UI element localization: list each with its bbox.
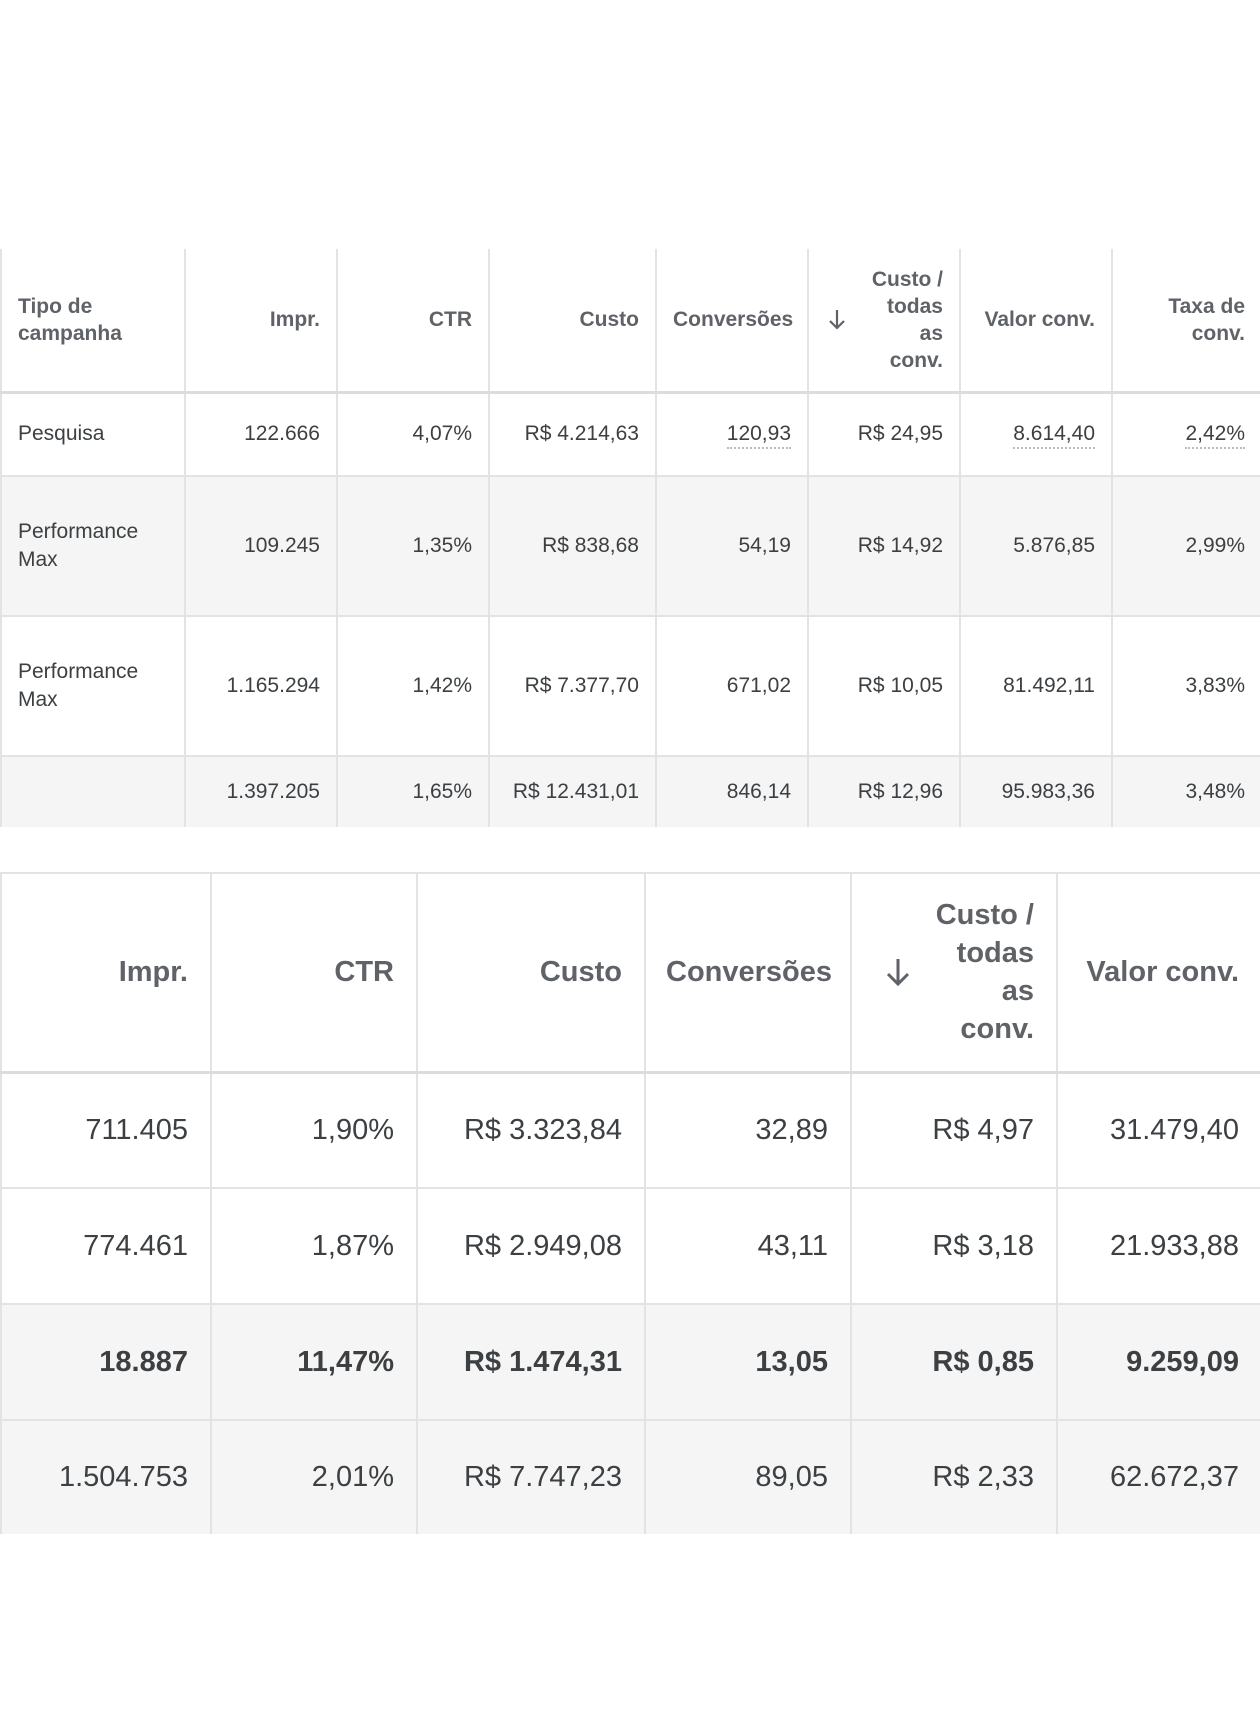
- campaign-type-table: Tipo de campanha Impr. CTR Custo Convers…: [0, 249, 1260, 827]
- cell-taxa-conv: 2,99%: [1111, 476, 1260, 617]
- cell-tipo: Performance Max: [0, 476, 185, 617]
- header-taxa-de-conv[interactable]: Taxa de conv.: [1111, 249, 1260, 394]
- cell-impr: 711.405: [0, 1072, 211, 1189]
- cell-ctr: 11,47%: [210, 1304, 417, 1421]
- header-conversoes[interactable]: Conversões: [655, 249, 808, 394]
- cell-conversoes: 120,93: [655, 392, 808, 477]
- table-row: 18.887 11,47% R$ 1.474,31 13,05 R$ 0,85 …: [0, 1304, 1260, 1421]
- cell-custo: R$ 1.474,31: [416, 1304, 645, 1421]
- cell-conversoes: 43,11: [644, 1188, 851, 1305]
- cell-valor-conv: 8.614,40: [959, 392, 1112, 477]
- header-ctr[interactable]: CTR: [210, 874, 417, 1074]
- cell-tipo: Pesquisa: [0, 392, 185, 477]
- cell-impr: 122.666: [184, 392, 337, 477]
- cell-custo: R$ 7.747,23: [416, 1420, 645, 1534]
- cell-tipo: [0, 756, 185, 827]
- cell-impr: 1.165.294: [184, 616, 337, 757]
- cell-ctr: 1,42%: [336, 616, 489, 757]
- cell-conversoes: 32,89: [644, 1072, 851, 1189]
- taxa-conv-value[interactable]: 2,42%: [1185, 422, 1245, 450]
- cell-valor-conv: 9.259,09: [1056, 1304, 1260, 1421]
- cell-custo-conv: R$ 10,05: [807, 616, 960, 757]
- header-custo[interactable]: Custo: [416, 874, 645, 1074]
- header-valor-conv[interactable]: Valor conv.: [1056, 874, 1260, 1074]
- cell-ctr: 1,87%: [210, 1188, 417, 1305]
- header-custo-todas-conv-label: Custo / todas as conv.: [871, 267, 943, 372]
- cell-valor-conv: 5.876,85: [959, 476, 1112, 617]
- total-row: 1.397.205 1,65% R$ 12.431,01 846,14 R$ 1…: [0, 756, 1260, 827]
- cell-tipo: Performance Max: [0, 616, 185, 757]
- cell-impr: 1.397.205: [184, 756, 337, 827]
- header-tipo-de-campanha[interactable]: Tipo de campanha: [0, 249, 185, 394]
- cell-custo: R$ 838,68: [488, 476, 656, 617]
- cell-custo-conv: R$ 4,97: [850, 1072, 1057, 1189]
- table-row: Pesquisa 122.666 4,07% R$ 4.214,63 120,9…: [0, 392, 1260, 477]
- metrics-table-container: Impr. CTR Custo Conversões Custo / todas…: [0, 872, 1260, 1534]
- table-row: Performance Max 109.245 1,35% R$ 838,68 …: [0, 476, 1260, 617]
- cell-conversoes: 846,14: [655, 756, 808, 827]
- cell-taxa-conv: 3,83%: [1111, 616, 1260, 757]
- cell-impr: 109.245: [184, 476, 337, 617]
- cell-impr: 1.504.753: [0, 1420, 211, 1534]
- header-custo-todas-conv[interactable]: Custo / todas as conv.: [850, 874, 1057, 1074]
- header-valor-conv[interactable]: Valor conv.: [959, 249, 1112, 394]
- cell-impr: 18.887: [0, 1304, 211, 1421]
- cell-valor-conv: 81.492,11: [959, 616, 1112, 757]
- cell-custo: R$ 7.377,70: [488, 616, 656, 757]
- cell-conversoes: 671,02: [655, 616, 808, 757]
- header-custo-todas-conv-label: Custo / todas as conv.: [935, 899, 1034, 1046]
- header-ctr[interactable]: CTR: [336, 249, 489, 394]
- valor-conv-value[interactable]: 8.614,40: [1013, 422, 1095, 450]
- cell-custo-conv: R$ 24,95: [807, 392, 960, 477]
- cell-custo-conv: R$ 12,96: [807, 756, 960, 827]
- cell-taxa-conv: 3,48%: [1111, 756, 1260, 827]
- conversoes-value[interactable]: 120,93: [726, 422, 791, 450]
- cell-taxa-conv: 2,42%: [1111, 392, 1260, 477]
- cell-custo-conv: R$ 0,85: [850, 1304, 1057, 1421]
- header-conversoes[interactable]: Conversões: [644, 874, 851, 1074]
- cell-conversoes: 89,05: [644, 1420, 851, 1534]
- table1-header-row: Tipo de campanha Impr. CTR Custo Convers…: [0, 249, 1260, 394]
- cell-custo-conv: R$ 14,92: [807, 476, 960, 617]
- table-row: Performance Max 1.165.294 1,42% R$ 7.377…: [0, 616, 1260, 757]
- cell-valor-conv: 62.672,37: [1056, 1420, 1260, 1534]
- cell-ctr: 1,65%: [336, 756, 489, 827]
- cell-custo: R$ 4.214,63: [488, 392, 656, 477]
- cell-custo-conv: R$ 2,33: [850, 1420, 1057, 1534]
- table2-header-row: Impr. CTR Custo Conversões Custo / todas…: [0, 874, 1260, 1074]
- cell-custo-conv: R$ 3,18: [850, 1188, 1057, 1305]
- metrics-table: Impr. CTR Custo Conversões Custo / todas…: [0, 874, 1260, 1534]
- cell-impr: 774.461: [0, 1188, 211, 1305]
- header-custo[interactable]: Custo: [488, 249, 656, 394]
- table-row: 711.405 1,90% R$ 3.323,84 32,89 R$ 4,97 …: [0, 1072, 1260, 1189]
- cell-custo: R$ 3.323,84: [416, 1072, 645, 1189]
- table-row: 774.461 1,87% R$ 2.949,08 43,11 R$ 3,18 …: [0, 1188, 1260, 1305]
- arrow-down-icon: [886, 959, 910, 987]
- header-impr[interactable]: Impr.: [0, 874, 211, 1074]
- cell-custo: R$ 12.431,01: [488, 756, 656, 827]
- cell-conversoes: 13,05: [644, 1304, 851, 1421]
- header-custo-todas-conv[interactable]: Custo / todas as conv.: [807, 249, 960, 394]
- cell-valor-conv: 21.933,88: [1056, 1188, 1260, 1305]
- cell-ctr: 2,01%: [210, 1420, 417, 1534]
- cell-valor-conv: 95.983,36: [959, 756, 1112, 827]
- cell-ctr: 4,07%: [336, 392, 489, 477]
- cell-valor-conv: 31.479,40: [1056, 1072, 1260, 1189]
- cell-conversoes: 54,19: [655, 476, 808, 617]
- cell-ctr: 1,90%: [210, 1072, 417, 1189]
- total-row: 1.504.753 2,01% R$ 7.747,23 89,05 R$ 2,3…: [0, 1420, 1260, 1534]
- cell-ctr: 1,35%: [336, 476, 489, 617]
- header-impr[interactable]: Impr.: [184, 249, 337, 394]
- arrow-down-icon: [829, 309, 845, 330]
- cell-custo: R$ 2.949,08: [416, 1188, 645, 1305]
